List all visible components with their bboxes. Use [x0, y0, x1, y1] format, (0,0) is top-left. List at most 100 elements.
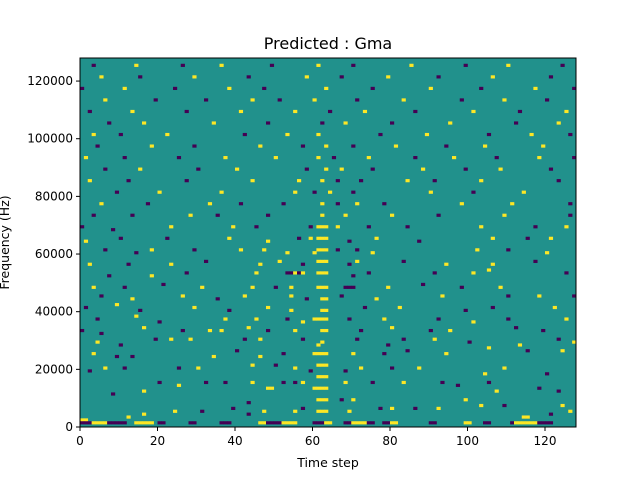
heatmap-cell — [366, 156, 371, 160]
heatmap-cell — [382, 421, 387, 425]
heatmap-cell — [192, 305, 197, 310]
heatmap-cells — [80, 63, 577, 425]
heatmap-cell — [421, 167, 426, 171]
heatmap-cell — [502, 403, 507, 408]
heatmap-cell — [204, 259, 209, 263]
heatmap-cell — [293, 328, 298, 333]
heatmap-cell — [359, 366, 364, 370]
heatmap-cell — [529, 421, 534, 425]
heatmap-cell — [510, 421, 515, 425]
heatmap-cell — [300, 144, 306, 148]
heatmap-cell — [432, 337, 437, 341]
heatmap-cell — [149, 144, 154, 148]
heatmap-cell — [211, 121, 216, 125]
heatmap-cell — [316, 352, 321, 356]
heatmap-cell — [227, 86, 232, 91]
heatmap-cell — [324, 167, 329, 171]
heatmap-cell — [355, 259, 360, 263]
heatmap-cell — [285, 421, 290, 425]
heatmap-cell — [277, 259, 282, 263]
x-tick-label: 120 — [534, 434, 557, 448]
heatmap-cell — [440, 380, 445, 385]
heatmap-cell — [285, 251, 290, 255]
heatmap-cell — [320, 271, 325, 275]
heatmap-cell — [351, 285, 356, 289]
heatmap-cell — [533, 259, 538, 263]
heatmap-cell — [366, 225, 371, 229]
heatmap-cell — [304, 75, 309, 79]
heatmap-cell — [99, 75, 104, 79]
heatmap-cell — [312, 317, 317, 321]
heatmap-cell — [320, 202, 325, 206]
heatmap-cell — [266, 305, 271, 310]
heatmap-cell — [331, 156, 337, 160]
heatmap-cell — [390, 213, 395, 217]
heatmap-cell — [277, 98, 282, 102]
heatmap-cell — [486, 268, 492, 272]
heatmap-cell — [355, 337, 360, 341]
heatmap-cell — [498, 285, 503, 289]
heatmap-cell — [328, 421, 333, 425]
heatmap-cell — [347, 239, 352, 243]
heatmap-cell — [502, 98, 507, 102]
heatmap-cell — [324, 297, 329, 301]
heatmap-cell — [126, 262, 131, 266]
heatmap-cell — [300, 262, 306, 266]
heatmap-cell — [173, 86, 178, 91]
heatmap-cell — [107, 274, 112, 278]
heatmap-cell — [157, 380, 162, 385]
heatmap-cell — [215, 297, 220, 301]
heatmap-cell — [525, 236, 530, 240]
heatmap-cell — [324, 236, 329, 240]
x-axis-label: Time step — [296, 455, 359, 470]
heatmap-cell — [316, 63, 321, 67]
heatmap-cell — [300, 320, 306, 324]
heatmap-cell — [428, 421, 433, 425]
heatmap-cell — [343, 369, 348, 373]
heatmap-cell — [448, 328, 453, 333]
x-tick-label: 100 — [456, 434, 479, 448]
heatmap-cell — [436, 75, 441, 79]
heatmap-cell — [219, 328, 224, 333]
heatmap-cell — [192, 144, 197, 148]
heatmap-cell — [83, 239, 89, 243]
heatmap-cell — [293, 366, 298, 370]
heatmap-cell — [366, 271, 371, 275]
heatmap-cell — [572, 156, 577, 160]
y-axis-label: Frequency (Hz) — [0, 195, 12, 289]
heatmap-cell — [401, 380, 406, 385]
heatmap-cell — [467, 340, 472, 344]
heatmap-cell — [545, 372, 550, 376]
heatmap-cell — [320, 121, 325, 125]
heatmap-cell — [95, 340, 100, 344]
heatmap-cell — [506, 317, 511, 321]
heatmap-cell — [390, 121, 395, 125]
heatmap-cell — [320, 421, 325, 425]
heatmap-cell — [122, 285, 127, 289]
heatmap-cell — [502, 366, 507, 370]
heatmap-cell — [320, 179, 325, 183]
heatmap-cell — [498, 167, 503, 171]
heatmap-cell — [246, 75, 251, 79]
heatmap-cell — [266, 239, 271, 243]
heatmap-cell — [126, 179, 131, 183]
heatmap-cell — [390, 326, 395, 330]
heatmap-cell — [320, 386, 325, 390]
heatmap-cell — [277, 421, 282, 425]
heatmap-cell — [556, 179, 561, 183]
heatmap-cell — [428, 328, 433, 333]
heatmap-cell — [564, 317, 569, 321]
heatmap-cell — [351, 398, 356, 402]
heatmap-cell — [436, 317, 441, 321]
heatmap-cell — [355, 202, 360, 206]
heatmap-cell — [347, 262, 352, 266]
heatmap-cell — [262, 86, 267, 91]
heatmap-cell — [304, 167, 309, 171]
heatmap-cell — [250, 363, 255, 367]
heatmap-cell — [479, 403, 484, 408]
heatmap-cell — [316, 259, 321, 263]
heatmap-cell — [320, 328, 325, 333]
heatmap-cell — [188, 337, 193, 341]
heatmap-cell — [196, 167, 201, 171]
heatmap-cell — [289, 294, 294, 298]
